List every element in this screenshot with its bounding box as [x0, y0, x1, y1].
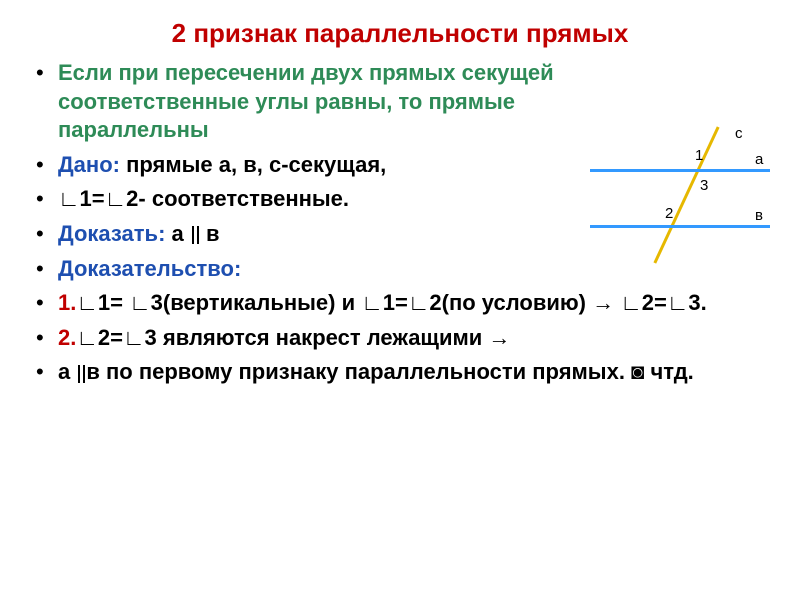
parallel-icon: [190, 224, 200, 246]
slide-title: 2 признак параллельности прямых: [30, 18, 770, 49]
secant-line: [653, 126, 719, 263]
slide: 2 признак параллельности прямых Если при…: [0, 0, 800, 387]
label-1: 1: [695, 147, 703, 164]
bullet-step2: 2.∟2=∟3 являются накрест лежащими →: [58, 324, 770, 353]
given-body: прямые а, в, с-секущая,: [120, 152, 386, 177]
prove-before: а: [165, 221, 189, 246]
step1-text: ∟1= ∟3(вертикальные) и ∟1=∟2(по условию)…: [76, 290, 706, 315]
conclusion-after: в по первому признаку параллельности пря…: [86, 359, 693, 384]
label-a: а: [755, 151, 763, 168]
prove-after: в: [200, 221, 220, 246]
bullet-conclusion: а в по первому признаку параллельности п…: [58, 358, 770, 387]
label-3: 3: [700, 177, 708, 194]
parallel-icon-2: [76, 363, 86, 385]
angles-text: ∟1=∟2- соответственные.: [58, 186, 349, 211]
step2-num: 2.: [58, 325, 76, 350]
proof-header-text: Доказательство:: [58, 256, 241, 281]
theorem-text: Если при пересечении двух прямых секущей…: [58, 60, 554, 142]
given-label: Дано:: [58, 152, 120, 177]
parallel-line-b: [590, 225, 770, 228]
conclusion-before: а: [58, 359, 76, 384]
diagram: с а в 1 3 2: [590, 125, 770, 275]
parallel-line-a: [590, 169, 770, 172]
step2-text: ∟2=∟3 являются накрест лежащими →: [76, 325, 510, 350]
step1-num: 1.: [58, 290, 76, 315]
title-text: 2 признак параллельности прямых: [172, 18, 629, 48]
bullet-step1: 1.∟1= ∟3(вертикальные) и ∟1=∟2(по услови…: [58, 289, 770, 318]
label-b: в: [755, 207, 763, 224]
label-c: с: [735, 125, 743, 142]
bullet-theorem: Если при пересечении двух прямых секущей…: [58, 59, 578, 145]
prove-label: Доказать:: [58, 221, 165, 246]
label-2: 2: [665, 205, 673, 222]
